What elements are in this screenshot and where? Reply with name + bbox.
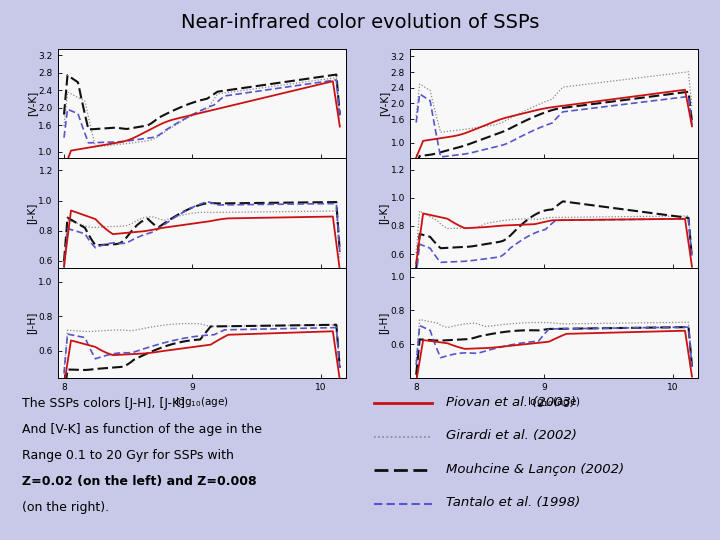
- Y-axis label: [V-K]: [V-K]: [27, 91, 37, 116]
- X-axis label: log$_{10}$(age): log$_{10}$(age): [175, 395, 229, 409]
- Text: Near-infrared color evolution of SSPs: Near-infrared color evolution of SSPs: [181, 14, 539, 32]
- Y-axis label: [J-H]: [J-H]: [379, 312, 389, 334]
- Text: Range 0.1 to 20 Gyr for SSPs with: Range 0.1 to 20 Gyr for SSPs with: [22, 449, 233, 462]
- Text: (on the right).: (on the right).: [22, 501, 109, 514]
- Y-axis label: [J-K]: [J-K]: [27, 202, 37, 224]
- Text: Piovan et al. (2003): Piovan et al. (2003): [446, 396, 577, 409]
- Y-axis label: [J-K]: [J-K]: [379, 202, 389, 224]
- Text: The SSPs colors [J-H], [J-K]: The SSPs colors [J-H], [J-K]: [22, 397, 184, 410]
- Text: Tantalo et al. (1998): Tantalo et al. (1998): [446, 496, 580, 509]
- Text: Mouhcine & Lançon (2002): Mouhcine & Lançon (2002): [446, 463, 624, 476]
- X-axis label: log$_{10}$(age): log$_{10}$(age): [527, 395, 581, 409]
- Text: And [V-K] as function of the age in the: And [V-K] as function of the age in the: [22, 423, 261, 436]
- Y-axis label: [V-K]: [V-K]: [379, 91, 389, 116]
- Text: Z=0.02 (on the left) and Z=0.008: Z=0.02 (on the left) and Z=0.008: [22, 475, 256, 488]
- Y-axis label: [J-H]: [J-H]: [27, 312, 37, 334]
- Text: Girardi et al. (2002): Girardi et al. (2002): [446, 429, 577, 442]
